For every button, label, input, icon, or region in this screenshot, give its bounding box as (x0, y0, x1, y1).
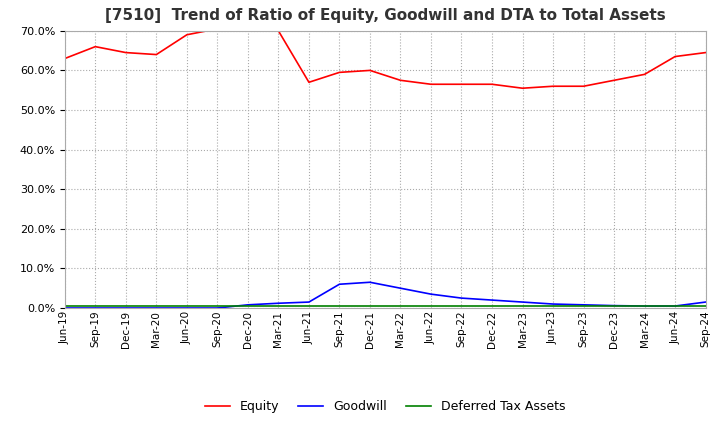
Line: Equity: Equity (65, 29, 706, 88)
Equity (152, 52, 161, 57)
Equity (518, 85, 527, 91)
Equity (427, 81, 436, 87)
Equity (60, 56, 69, 61)
Equity (213, 26, 222, 31)
Equity (579, 84, 588, 89)
Equity (396, 77, 405, 83)
Equity (671, 54, 680, 59)
Goodwill (579, 302, 588, 308)
Goodwill (122, 305, 130, 311)
Goodwill (91, 305, 99, 311)
Goodwill (213, 305, 222, 311)
Line: Goodwill: Goodwill (65, 282, 706, 308)
Deferred Tax Assets (487, 304, 496, 309)
Goodwill (366, 280, 374, 285)
Deferred Tax Assets (274, 304, 283, 309)
Goodwill (640, 304, 649, 309)
Deferred Tax Assets (457, 304, 466, 309)
Goodwill (457, 296, 466, 301)
Legend: Equity, Goodwill, Deferred Tax Assets: Equity, Goodwill, Deferred Tax Assets (200, 395, 570, 418)
Equity (487, 81, 496, 87)
Goodwill (549, 301, 557, 307)
Equity (366, 68, 374, 73)
Deferred Tax Assets (152, 304, 161, 309)
Equity (183, 32, 192, 37)
Deferred Tax Assets (701, 304, 710, 309)
Deferred Tax Assets (366, 304, 374, 309)
Equity (549, 84, 557, 89)
Goodwill (305, 299, 313, 304)
Equity (640, 72, 649, 77)
Equity (610, 77, 618, 83)
Goodwill (671, 304, 680, 309)
Deferred Tax Assets (335, 304, 343, 309)
Deferred Tax Assets (579, 304, 588, 309)
Deferred Tax Assets (305, 304, 313, 309)
Goodwill (518, 299, 527, 304)
Deferred Tax Assets (640, 304, 649, 309)
Deferred Tax Assets (91, 304, 99, 309)
Equity (305, 80, 313, 85)
Equity (335, 70, 343, 75)
Deferred Tax Assets (610, 304, 618, 309)
Deferred Tax Assets (213, 304, 222, 309)
Deferred Tax Assets (671, 304, 680, 309)
Equity (91, 44, 99, 49)
Equity (457, 81, 466, 87)
Goodwill (610, 303, 618, 308)
Goodwill (396, 286, 405, 291)
Deferred Tax Assets (427, 304, 436, 309)
Title: [7510]  Trend of Ratio of Equity, Goodwill and DTA to Total Assets: [7510] Trend of Ratio of Equity, Goodwil… (105, 7, 665, 23)
Equity (701, 50, 710, 55)
Goodwill (335, 282, 343, 287)
Goodwill (183, 305, 192, 311)
Goodwill (274, 301, 283, 306)
Goodwill (487, 297, 496, 303)
Deferred Tax Assets (243, 304, 252, 309)
Deferred Tax Assets (183, 304, 192, 309)
Deferred Tax Assets (396, 304, 405, 309)
Goodwill (60, 305, 69, 311)
Deferred Tax Assets (518, 304, 527, 309)
Goodwill (701, 299, 710, 304)
Equity (243, 27, 252, 32)
Goodwill (427, 291, 436, 297)
Deferred Tax Assets (122, 304, 130, 309)
Equity (122, 50, 130, 55)
Deferred Tax Assets (549, 304, 557, 309)
Deferred Tax Assets (60, 304, 69, 309)
Goodwill (243, 302, 252, 308)
Goodwill (152, 305, 161, 311)
Equity (274, 28, 283, 33)
